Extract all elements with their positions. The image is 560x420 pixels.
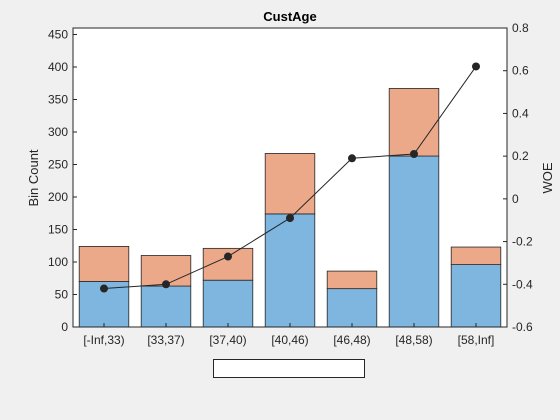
x-tick-label-1: [33,37) bbox=[147, 333, 184, 347]
bar-upper-3 bbox=[264, 153, 316, 215]
x-tick-label-4: [46,48) bbox=[333, 333, 370, 347]
woe-point-1 bbox=[162, 280, 170, 289]
x-tick-label-6: [58,Inf] bbox=[458, 333, 495, 347]
bars-layer bbox=[78, 88, 502, 328]
bar-upper-0 bbox=[78, 245, 130, 282]
y2-tick-label-5: 0.4 bbox=[512, 106, 529, 120]
woe-point-4 bbox=[348, 154, 356, 163]
y-tick-label-2: 100 bbox=[48, 255, 68, 269]
woe-point-0 bbox=[100, 284, 108, 293]
woe-point-6 bbox=[472, 62, 480, 71]
bar-upper-6 bbox=[450, 246, 502, 266]
left-y-axis: 0 50 100 150 200 250 300 350 400 450 bbox=[48, 28, 77, 334]
y2-tick-label-7: 0.8 bbox=[512, 21, 529, 35]
woe-point-3 bbox=[286, 214, 294, 223]
y-tick-label-1: 50 bbox=[55, 288, 69, 302]
right-y-axis: -0.6 -0.4 -0.2 0 0.2 0.4 0.6 0.8 bbox=[503, 21, 533, 334]
bar-lower-6 bbox=[450, 264, 502, 328]
woe-point-2 bbox=[224, 252, 232, 261]
y-tick-label-6: 300 bbox=[48, 125, 68, 139]
bar-upper-5 bbox=[388, 88, 440, 157]
y-tick-label-3: 150 bbox=[48, 223, 68, 237]
x-tick-label-0: [-Inf,33) bbox=[83, 333, 124, 347]
y-tick-label-7: 350 bbox=[48, 93, 68, 107]
bar-lower-4 bbox=[326, 288, 378, 328]
y-tick-label-8: 400 bbox=[48, 60, 68, 74]
y2-axis-label: WOE bbox=[540, 162, 555, 193]
bar-lower-1 bbox=[140, 285, 192, 328]
legend-box bbox=[213, 359, 365, 378]
bar-lower-3 bbox=[264, 213, 316, 328]
y2-tick-label-6: 0.6 bbox=[512, 64, 529, 78]
bar-upper-4 bbox=[326, 270, 378, 290]
y-axis-label: Bin Count bbox=[26, 149, 41, 206]
woe-point-5 bbox=[410, 150, 418, 159]
y2-tick-label-2: -0.2 bbox=[512, 235, 533, 249]
y-tick-label-0: 0 bbox=[61, 320, 68, 334]
y2-tick-label-1: -0.4 bbox=[512, 277, 533, 291]
x-axis: [-Inf,33) [33,37) [37,40) [40,46) [46,48) [48… bbox=[83, 323, 494, 347]
y2-tick-label-4: 0.2 bbox=[512, 149, 529, 163]
x-tick-label-5: [48,58) bbox=[395, 333, 432, 347]
y2-tick-label-0: -0.6 bbox=[512, 320, 533, 334]
x-tick-label-3: [40,46) bbox=[271, 333, 308, 347]
y2-tick-label-3: 0 bbox=[512, 192, 519, 206]
bar-lower-5 bbox=[388, 155, 440, 328]
chart-title: CustAge bbox=[263, 9, 316, 24]
y-tick-label-5: 250 bbox=[48, 158, 68, 172]
woe-line-layer bbox=[100, 62, 480, 293]
y-tick-label-9: 450 bbox=[48, 28, 68, 42]
bar-lower-2 bbox=[202, 279, 254, 328]
x-tick-label-2: [37,40) bbox=[209, 333, 246, 347]
y-tick-label-4: 200 bbox=[48, 190, 68, 204]
